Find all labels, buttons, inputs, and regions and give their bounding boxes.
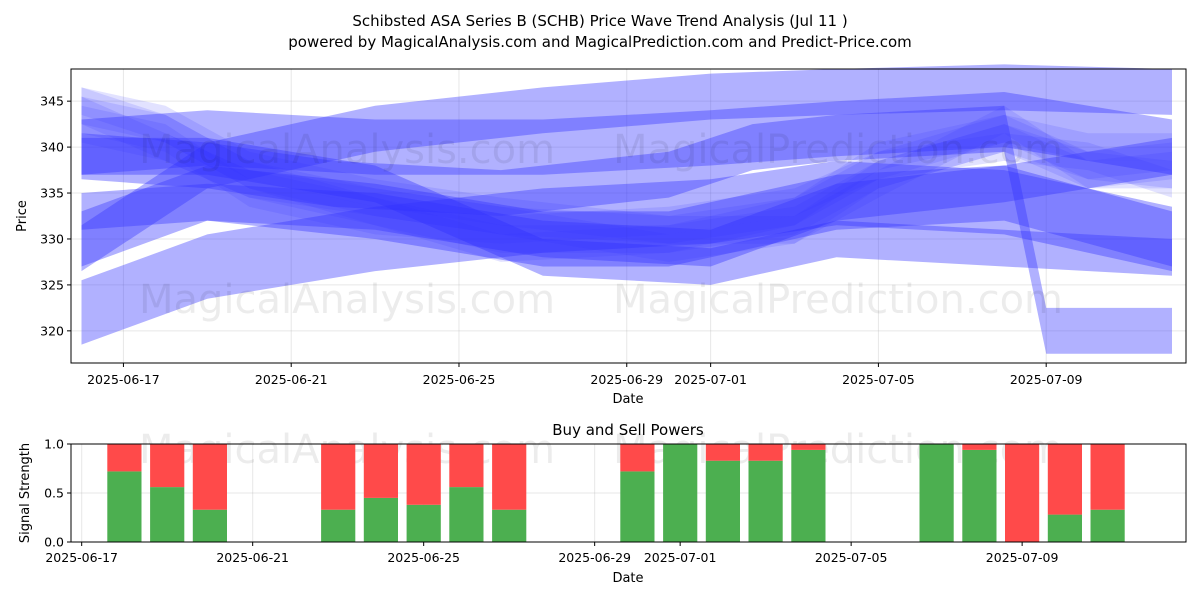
wave-band — [81, 137, 1172, 285]
x-tick-label: 2025-06-21 — [216, 550, 289, 565]
sell-bar — [492, 444, 527, 510]
wave-band — [81, 87, 1172, 244]
sell-bar — [705, 444, 740, 461]
x-tick-label: 2025-07-01 — [674, 372, 747, 387]
wave-band — [81, 105, 1172, 354]
buy-bar — [620, 471, 655, 542]
x-tick-label: 2025-06-17 — [87, 372, 160, 387]
wave-band — [81, 64, 1172, 272]
wave-band — [81, 114, 1172, 262]
y-tick-label: 320 — [40, 323, 64, 338]
price-wave-panel: MagicalAnalysis.com MagicalPrediction.co… — [15, 64, 1187, 407]
buy-bar — [192, 509, 227, 542]
wave-band — [81, 137, 1172, 267]
watermark-prediction: MagicalPrediction.com — [613, 277, 1063, 323]
sell-bar — [150, 444, 185, 488]
y-tick-label: 1.0 — [44, 437, 64, 452]
wave-band — [81, 96, 1172, 253]
buy-bar — [321, 509, 356, 542]
price-y-axis-label: Price — [15, 200, 30, 232]
price-x-ticks: 2025-06-17 2025-06-21 2025-06-25 2025-06-29… — [87, 363, 1083, 387]
buy-bar — [705, 460, 740, 542]
sell-bar — [107, 444, 142, 472]
sell-bar — [406, 444, 441, 505]
buy-bar — [107, 471, 142, 542]
sell-bar — [1090, 444, 1125, 510]
buy-bar — [406, 504, 441, 542]
buy-bar — [1047, 514, 1082, 542]
price-watermarks: MagicalAnalysis.com MagicalPrediction.co… — [139, 127, 1063, 323]
buy-bar — [363, 497, 398, 542]
wave-band — [81, 96, 1172, 262]
signal-bars — [107, 444, 1125, 542]
x-tick-label: 2025-07-05 — [842, 372, 915, 387]
signal-y-ticks: 0.0 0.5 1.0 — [44, 437, 71, 550]
buy-bar — [150, 487, 185, 542]
signal-x-axis-label: Date — [612, 571, 643, 586]
watermark-analysis: MagicalAnalysis.com — [139, 127, 555, 173]
y-tick-label: 345 — [40, 94, 64, 109]
y-tick-label: 335 — [40, 186, 64, 201]
x-tick-label: 2025-06-17 — [45, 550, 118, 565]
buy-bar — [1090, 509, 1125, 542]
y-tick-label: 0.5 — [44, 486, 64, 501]
x-tick-label: 2025-06-29 — [558, 550, 631, 565]
sell-bar — [192, 444, 227, 510]
x-tick-label: 2025-06-25 — [423, 372, 496, 387]
sell-bar — [962, 444, 997, 450]
watermark-prediction: MagicalPrediction.com — [613, 127, 1063, 173]
x-tick-label: 2025-06-25 — [387, 550, 460, 565]
signal-panel: Buy and Sell Powers MagicalAnalysis.com … — [18, 421, 1187, 586]
sell-bar — [1047, 444, 1082, 515]
y-tick-label: 340 — [40, 140, 64, 155]
price-grid — [71, 69, 1186, 363]
wave-band — [81, 160, 1172, 345]
buy-bar — [449, 487, 484, 542]
signal-x-ticks: 2025-06-17 2025-06-21 2025-06-25 2025-06-29… — [45, 542, 1058, 565]
buy-bar — [492, 509, 527, 542]
y-tick-label: 0.0 — [44, 535, 64, 550]
sell-bar — [748, 444, 783, 461]
y-tick-label: 330 — [40, 231, 64, 246]
wave-band — [81, 87, 1172, 244]
x-tick-label: 2025-07-09 — [1010, 372, 1083, 387]
wave-band — [81, 105, 1172, 244]
sell-bar — [363, 444, 398, 498]
sell-bar — [321, 444, 356, 510]
x-tick-label: 2025-07-09 — [986, 550, 1059, 565]
sell-bar — [1005, 444, 1040, 542]
buy-bar — [663, 444, 698, 542]
buy-bar — [919, 444, 954, 542]
x-tick-label: 2025-06-29 — [590, 372, 663, 387]
sell-bar — [791, 444, 826, 450]
price-y-ticks: 320 325 330 335 340 345 — [40, 94, 71, 338]
price-waves — [81, 64, 1172, 354]
watermark-analysis: MagicalAnalysis.com — [139, 277, 555, 323]
sell-bar — [620, 444, 655, 472]
chart-subtitle: powered by MagicalAnalysis.com and Magic… — [288, 33, 912, 51]
x-tick-label: 2025-07-01 — [644, 550, 717, 565]
buy-bar — [962, 449, 997, 542]
price-plot-frame — [70, 68, 1187, 364]
buy-bar — [791, 449, 826, 542]
signal-y-axis-label: Signal Strength — [18, 443, 33, 543]
x-tick-label: 2025-07-05 — [815, 550, 888, 565]
wave-band — [81, 165, 1172, 267]
price-x-axis-label: Date — [612, 392, 643, 407]
chart-title: Schibsted ASA Series B (SCHB) Price Wave… — [352, 12, 847, 30]
buy-bar — [748, 460, 783, 542]
y-tick-label: 325 — [40, 277, 64, 292]
wave-band — [81, 92, 1172, 175]
signal-title: Buy and Sell Powers — [552, 421, 704, 439]
sell-bar — [449, 444, 484, 488]
x-tick-label: 2025-06-21 — [255, 372, 328, 387]
